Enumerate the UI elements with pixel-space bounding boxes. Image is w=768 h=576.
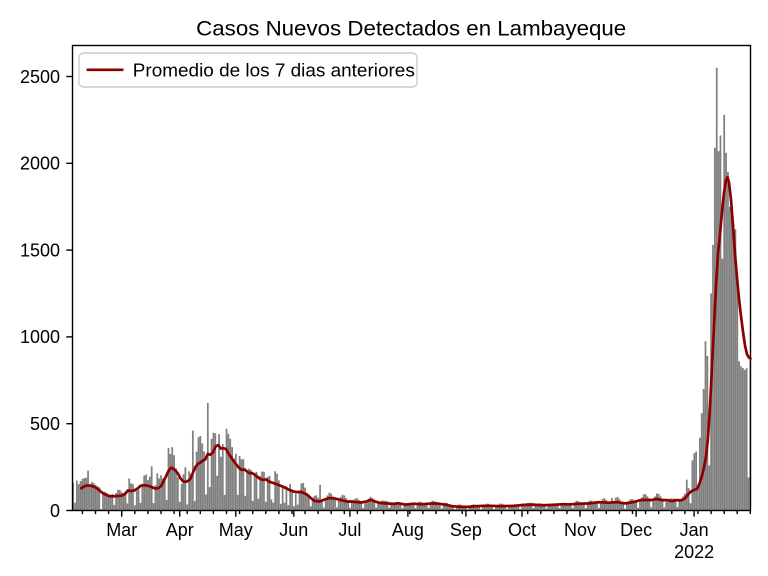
svg-text:Aug: Aug xyxy=(392,520,424,540)
svg-text:Jan: Jan xyxy=(680,520,709,540)
svg-text:2022: 2022 xyxy=(674,542,714,562)
svg-text:Sep: Sep xyxy=(450,520,482,540)
svg-text:1500: 1500 xyxy=(20,240,60,260)
svg-text:2000: 2000 xyxy=(20,154,60,174)
svg-text:0: 0 xyxy=(50,501,60,521)
svg-text:1000: 1000 xyxy=(20,327,60,347)
svg-text:Jun: Jun xyxy=(279,520,308,540)
svg-text:Promedio de los 7 dias anterio: Promedio de los 7 dias anteriores xyxy=(133,61,415,81)
svg-text:May: May xyxy=(219,520,253,540)
svg-text:Dec: Dec xyxy=(620,520,652,540)
svg-text:Jul: Jul xyxy=(338,520,361,540)
svg-text:500: 500 xyxy=(30,414,60,434)
svg-text:Apr: Apr xyxy=(166,520,194,540)
svg-text:Oct: Oct xyxy=(508,520,536,540)
svg-text:Casos Nuevos Detectados en Lam: Casos Nuevos Detectados en Lambayeque xyxy=(196,17,626,41)
svg-text:Mar: Mar xyxy=(106,520,137,540)
svg-text:2500: 2500 xyxy=(20,67,60,87)
svg-text:Nov: Nov xyxy=(564,520,596,540)
